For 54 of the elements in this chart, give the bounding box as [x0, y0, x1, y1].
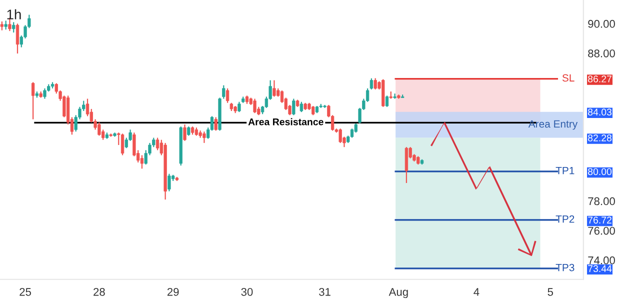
x-tick-label: 25	[20, 288, 31, 296]
candlestick	[374, 78, 377, 90]
y-tick-label: 74.00	[588, 256, 615, 264]
x-tick-label: 28	[94, 288, 105, 296]
x-tick-label: 5	[548, 288, 554, 296]
candlestick	[43, 88, 46, 100]
candlestick	[140, 154, 144, 170]
candlestick	[98, 122, 101, 136]
y-tick-label: 88.00	[588, 49, 615, 58]
candlestick	[202, 131, 206, 144]
candlestick	[12, 22, 16, 34]
ref-line-label: TP2	[556, 215, 574, 223]
candlestick	[187, 126, 190, 136]
y-tick-label: 80.00	[588, 168, 612, 176]
candlestick	[156, 137, 160, 151]
candlestick	[404, 146, 408, 184]
candlestick	[385, 95, 389, 108]
text: 1h	[7, 9, 21, 20]
candlestick	[338, 128, 342, 144]
x-tick-label: 29	[167, 288, 179, 296]
candlestick	[393, 93, 396, 100]
candlestick	[183, 124, 186, 142]
candlestick	[31, 82, 35, 120]
ref-line-label: TP3	[556, 264, 574, 272]
candlestick	[370, 78, 374, 90]
ref-line-label: Area Resistance	[248, 118, 324, 126]
candlestick	[16, 23, 20, 54]
x-tick-label: 31	[319, 288, 330, 296]
y-tick-label: 78.00	[588, 197, 615, 206]
candlestick	[226, 88, 230, 104]
ref-line-label: SL	[562, 74, 574, 82]
y-tick-label: 76.00	[588, 226, 615, 235]
candlestick	[292, 98, 296, 116]
candlestick	[350, 128, 354, 138]
candlestick	[168, 173, 171, 192]
candlestick	[214, 116, 218, 132]
x-tick-label: Aug	[388, 288, 408, 298]
ref-line-label: TP1	[556, 166, 574, 174]
candlestick	[238, 101, 241, 113]
y-tick-label: 84.03	[588, 108, 612, 116]
candlestick	[272, 80, 276, 98]
candlestick	[120, 133, 124, 156]
x-tick-label: 4	[474, 288, 480, 296]
candlestick	[253, 98, 256, 114]
y-tick-label: 86.27	[588, 76, 612, 82]
candlestick	[222, 84, 226, 100]
y-tick-label: 73.44	[588, 265, 612, 272]
x-tick-label: 30	[241, 288, 253, 296]
band-label: Area Entry	[528, 120, 578, 130]
y-tick-label: 76.72	[588, 216, 612, 224]
y-tick-label: 82.28	[588, 134, 612, 142]
candlestick	[312, 105, 315, 116]
y-tick-label: 90.00	[588, 20, 615, 28]
candlestick	[300, 101, 304, 113]
